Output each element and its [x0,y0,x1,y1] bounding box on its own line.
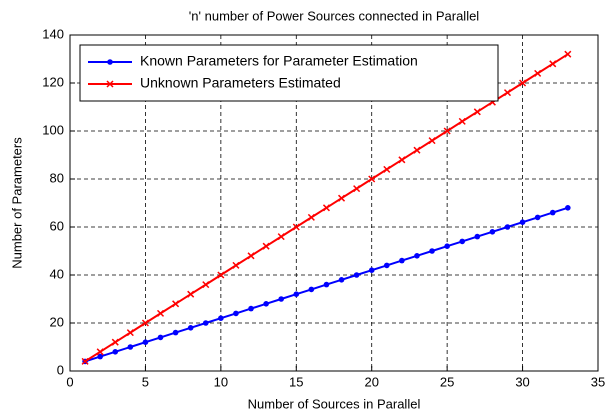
marker [473,108,481,116]
marker [172,329,179,336]
x-tick-label: 20 [364,374,378,389]
marker [564,50,572,58]
marker [292,223,300,231]
marker [112,349,119,355]
marker [549,60,557,68]
x-tick-label: 5 [142,374,149,389]
marker [519,79,527,87]
marker [263,301,269,307]
marker [444,243,450,249]
marker [413,146,421,154]
y-axis-label: Number of Parameters [9,137,24,269]
marker [534,69,542,77]
x-tick-label: 30 [515,374,529,389]
y-tick-label: 100 [42,122,64,137]
marker [368,175,376,183]
y-tick-label: 20 [50,314,64,329]
marker [474,233,481,240]
marker [503,89,512,97]
marker [338,277,345,283]
marker [218,315,224,322]
marker [384,262,390,269]
marker [353,185,361,193]
marker [443,127,451,135]
marker [187,325,194,331]
y-tick-label: 0 [57,362,64,377]
marker [398,156,406,164]
marker [248,305,254,312]
marker [549,209,556,216]
marker [489,229,496,235]
marker [322,204,330,212]
marker [107,59,113,65]
y-tick-label: 120 [42,74,64,89]
x-axis-label: Number of Sources in Parallel [248,396,421,411]
marker [458,117,466,125]
marker [399,257,405,264]
marker [565,205,571,211]
marker [233,310,239,317]
marker [81,357,89,365]
marker [428,137,436,145]
marker [157,334,164,341]
marker [96,348,104,356]
marker [106,80,114,88]
marker [97,353,103,360]
marker [368,267,375,274]
y-tick-label: 40 [50,266,64,281]
y-tick-label: 80 [50,170,64,185]
marker [232,261,240,269]
marker [293,291,300,298]
marker [353,272,360,278]
plot-frame [69,34,599,372]
marker [262,242,270,250]
marker [202,281,210,289]
marker [338,194,346,202]
marker [308,286,315,293]
marker [217,271,225,279]
marker [414,253,420,259]
marker [202,320,209,326]
marker [141,319,149,327]
legend-label: Unknown Parameters Estimated [140,75,341,91]
marker [247,252,255,260]
marker [534,214,541,221]
marker [142,339,149,346]
y-tick-label: 60 [50,218,64,233]
marker [172,300,180,308]
marker [459,238,466,245]
legend-label: Known Parameters for Parameter Estimatio… [140,53,418,69]
x-tick-label: 10 [214,374,228,389]
x-tick-label: 35 [591,374,605,389]
x-tick-label: 15 [289,374,303,389]
x-tick-label: 0 [66,374,73,389]
y-tick-label: 140 [42,26,64,41]
marker [156,309,165,317]
marker [127,344,134,350]
x-tick-label: 25 [440,374,454,389]
marker [323,281,330,288]
marker [383,165,391,173]
marker [277,233,285,241]
marker [307,213,315,221]
marker [519,219,526,225]
marker [278,296,285,302]
marker [111,338,119,346]
marker [504,224,511,230]
legend-box [79,44,499,102]
marker [187,290,195,298]
marker [429,248,435,254]
chart-title: 'n' number of Power Sources connected in… [189,8,480,23]
marker [126,329,134,337]
